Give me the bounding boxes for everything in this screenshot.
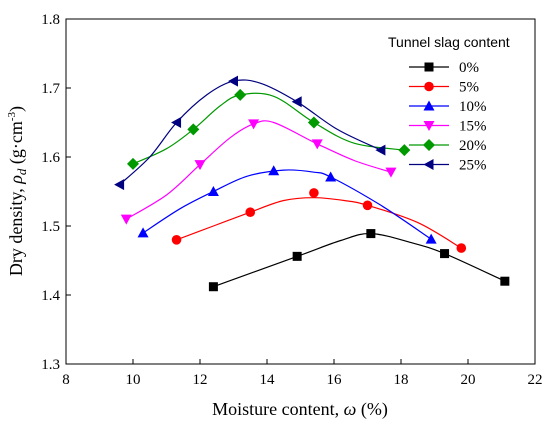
- curve-5pct: [176, 197, 462, 249]
- legend-marker-5pct: [424, 81, 434, 92]
- x-tick-label: 20: [461, 372, 476, 388]
- plot-area-frame: [65, 18, 536, 365]
- point-15pct: [385, 167, 397, 178]
- x-tick-label: 16: [327, 372, 343, 388]
- point-25pct: [228, 75, 238, 87]
- curve-25pct: [119, 79, 382, 186]
- point-25pct: [171, 117, 182, 128]
- point-0pct: [440, 249, 450, 259]
- curve-20pct: [132, 92, 405, 165]
- legend-marker-25pct: [423, 159, 434, 170]
- y-axis-title: Dry density, ρd (g·cm-3): [6, 106, 29, 276]
- point-20pct: [398, 144, 411, 157]
- point-10pct: [325, 171, 337, 182]
- point-25pct: [375, 144, 386, 156]
- point-15pct: [194, 160, 206, 171]
- y-tick-label: 1.6: [41, 150, 60, 166]
- legend-label-0pct: 0%: [459, 60, 479, 76]
- x-tick-label: 22: [528, 372, 543, 388]
- legend-marker-15pct: [423, 121, 435, 131]
- legend-title: Tunnel slag content: [388, 34, 510, 50]
- point-20pct: [127, 157, 139, 170]
- y-tick-label: 1.7: [41, 81, 60, 97]
- point-5pct: [456, 243, 467, 253]
- legend-label-10pct: 10%: [459, 99, 487, 115]
- point-5pct: [171, 235, 182, 245]
- point-5pct: [245, 207, 256, 217]
- point-10pct: [425, 233, 437, 244]
- curve-0pct: [213, 232, 506, 288]
- x-axis-title: Moisture content, ω (%): [212, 399, 388, 420]
- point-0pct: [500, 276, 510, 286]
- x-tick-label: 8: [62, 372, 70, 388]
- point-20pct: [307, 116, 320, 129]
- y-tick-label: 1.8: [41, 12, 60, 28]
- point-10pct: [207, 186, 219, 196]
- y-axis: 1.3 1.4 1.5 1.6 1.7 1.8: [41, 12, 71, 373]
- legend-marker-10pct: [423, 100, 435, 111]
- legend-label-15pct: 15%: [459, 119, 487, 135]
- point-0pct: [366, 229, 376, 239]
- point-15pct: [248, 119, 260, 130]
- point-5pct: [309, 188, 319, 198]
- point-15pct: [120, 214, 132, 225]
- point-10pct: [137, 227, 149, 238]
- x-tick-label: 10: [126, 372, 141, 388]
- point-25pct: [291, 96, 302, 108]
- point-5pct: [362, 200, 373, 211]
- legend: 0% 5% 10% 15% 20% 25%: [409, 60, 487, 174]
- legend-marker-20pct: [423, 139, 435, 151]
- x-tick-label: 14: [260, 372, 276, 388]
- legend-marker-0pct: [424, 62, 434, 72]
- y-tick-label: 1.3: [41, 357, 60, 373]
- point-10pct: [268, 165, 280, 176]
- y-tick-label: 1.5: [41, 219, 60, 235]
- y-tick-label: 1.4: [41, 288, 60, 304]
- point-15pct: [311, 139, 323, 150]
- x-tick-label: 18: [394, 372, 409, 388]
- legend-label-20pct: 20%: [459, 138, 487, 154]
- curve-10pct: [142, 169, 432, 240]
- legend-label-5pct: 5%: [459, 80, 479, 96]
- legend-label-25pct: 25%: [459, 158, 487, 174]
- data-points: [114, 75, 510, 292]
- point-20pct: [187, 123, 200, 136]
- x-tick-label: 12: [193, 372, 208, 388]
- x-axis: 8 10 12 14 16 18 20 22: [62, 359, 543, 388]
- point-20pct: [234, 88, 247, 101]
- point-25pct: [114, 179, 125, 191]
- point-0pct: [208, 282, 218, 292]
- point-0pct: [292, 251, 302, 261]
